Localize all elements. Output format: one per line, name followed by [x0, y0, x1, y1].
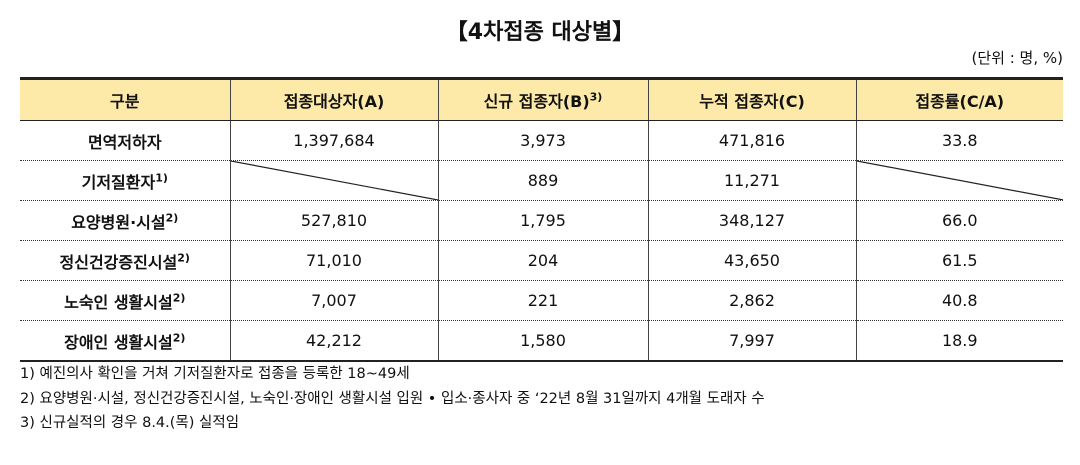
data-cell: 221 [437, 280, 648, 321]
note-mark: 3) [589, 90, 603, 104]
row-label: 면역저하자 [20, 120, 230, 161]
table-row: 노숙인 생활시설2) 7,007 221 2,862 40.8 [20, 280, 1063, 321]
empty-cell [229, 160, 438, 201]
data-cell: 33.8 [855, 120, 1063, 161]
header-text: 접종대상자(A) [283, 92, 385, 111]
header-cell: 신규 접종자(B)3) [437, 77, 648, 121]
header-cell: 누적 접종자(C) [647, 77, 856, 121]
header-text: 구분 [110, 92, 140, 111]
data-cell: 71,010 [229, 240, 438, 281]
data-cell: 40.8 [855, 280, 1063, 321]
note-mark: 2) [172, 291, 186, 305]
note-mark: 2) [172, 331, 186, 345]
diagonal [231, 161, 438, 200]
note-mark: 1) [155, 171, 168, 185]
row-label-text: 노숙인 생활시설 [64, 292, 173, 312]
footnote: 3) 신규실적의 경우 8.4.(목) 실적임 [20, 415, 240, 431]
unit: (단위 : 명, %) [971, 49, 1063, 67]
data-cell: 3,973 [437, 120, 648, 161]
row-label: 노숙인 생활시설2) [20, 280, 230, 321]
header-text: 누적 접종자(C) [699, 92, 805, 111]
data-cell: 348,127 [647, 200, 856, 241]
table-row: 장애인 생활시설2) 42,212 1,580 7,997 18.9 [20, 320, 1063, 362]
table-row: 정신건강증진시설2) 71,010 204 43,650 61.5 [20, 240, 1063, 281]
data-cell: 11,271 [647, 160, 856, 201]
row-label-text: 요양병원·시설 [71, 212, 166, 232]
data-cell: 889 [437, 160, 648, 201]
note-mark: 2) [165, 211, 179, 225]
data-cell: 43,650 [647, 240, 856, 281]
table-row: 기저질환자1) 889 11,271 [20, 160, 1064, 201]
footnotes: 1) 예진의사 확인을 거쳐 기저질환자로 접종을 등록한 18~49세 2) 요… [20, 362, 765, 436]
data-cell: 1,580 [437, 320, 648, 362]
note-mark: 2) [177, 251, 190, 265]
data-cell: 527,810 [229, 200, 438, 241]
header-row: 구분 접종대상자(A) 신규 접종자(B)3) 누적 접종자(C) 접종률(C/A) [20, 77, 1063, 121]
row-label: 요양병원·시설2) [20, 200, 230, 241]
row-label: 정신건강증진시설2) [20, 240, 230, 281]
row-label-text: 기저질환자 [81, 172, 156, 192]
header-cell: 접종대상자(A) [229, 77, 438, 121]
row-label-text: 정신건강증진시설 [59, 252, 178, 272]
header-cell: 접종률(C/A) [855, 77, 1063, 121]
footnote: 1) 예진의사 확인을 거쳐 기저질환자로 접종을 등록한 18~49세 [20, 366, 410, 382]
diagonal [857, 161, 1064, 200]
data-cell: 1,795 [437, 200, 648, 241]
table-row: 면역저하자 1,397,684 3,973 471,816 33.8 [20, 120, 1063, 161]
data-cell: 7,997 [647, 320, 856, 362]
row-label: 기저질환자1) [20, 160, 230, 201]
empty-cell [855, 160, 1064, 201]
row-label: 장애인 생활시설2) [20, 320, 230, 362]
data-cell: 66.0 [855, 200, 1063, 241]
header-text: 접종률(C/A) [915, 92, 1005, 111]
row-label-text: 면역저하자 [87, 132, 162, 152]
data-cell: 42,212 [229, 320, 438, 362]
title: 【4차접종 대상별】 [445, 20, 635, 45]
header-text: 신규 접종자(B) [483, 92, 590, 111]
data-cell: 7,007 [229, 280, 438, 321]
data-cell: 204 [437, 240, 648, 281]
footnote: 2) 요양병원·시설, 정신건강증진시설, 노숙인·장애인 생활시설 입원 • … [20, 390, 765, 407]
table-row: 요양병원·시설2) 527,810 1,795 348,127 66.0 [20, 200, 1063, 241]
row-label-text: 장애인 생활시설 [64, 332, 173, 352]
data-cell: 1,397,684 [229, 120, 438, 161]
header-cell: 구분 [20, 77, 230, 121]
data-cell: 61.5 [855, 240, 1063, 281]
data-cell: 471,816 [647, 120, 856, 161]
data-cell: 18.9 [855, 320, 1063, 362]
table-body: 면역저하자 1,397,684 3,973 471,816 33.8 기저질환자1) 889… [20, 120, 1064, 362]
table: 구분 접종대상자(A) 신규 접종자(B)3) 누적 접종자(C) 접종률(C/A) 면… [20, 77, 1063, 362]
data-cell: 2,862 [647, 280, 856, 321]
